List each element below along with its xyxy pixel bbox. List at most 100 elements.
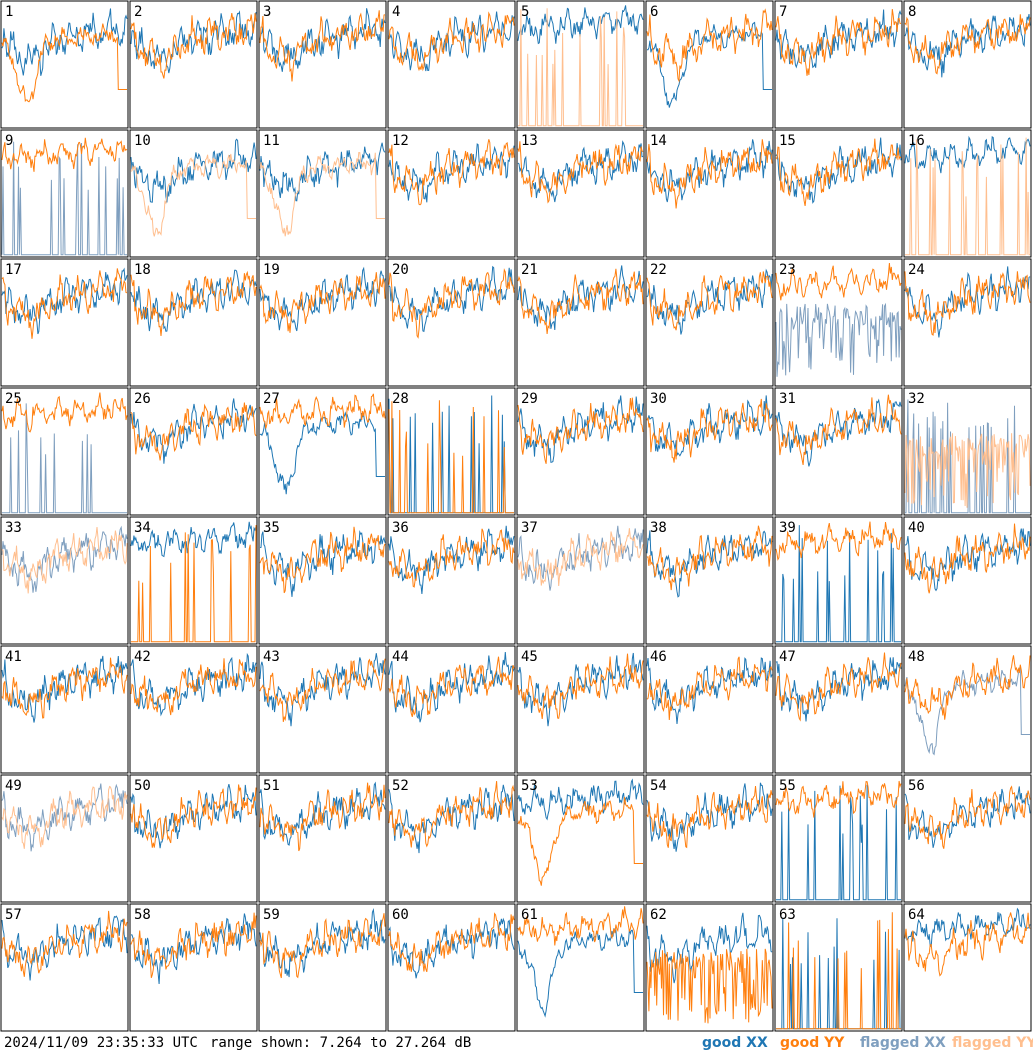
- series-yy-21: [517, 268, 644, 334]
- panel-label: 50: [134, 778, 151, 794]
- panel-label: 7: [779, 4, 787, 20]
- series-yy-5: [518, 8, 643, 127]
- panel-frame: [258, 645, 387, 774]
- series-yy-50: [130, 784, 257, 848]
- panel-frame: [129, 0, 258, 129]
- panel-frame: [903, 774, 1032, 903]
- legend-flagged-yy: flagged YY: [952, 1035, 1033, 1051]
- series-yy-30: [646, 398, 773, 463]
- panel-label: 47: [779, 649, 796, 665]
- panel-label: 23: [779, 262, 796, 278]
- panel-40: 40: [903, 516, 1032, 645]
- series-yy-54: [646, 785, 773, 849]
- panel-label: 32: [908, 391, 925, 407]
- series-xx-11: [259, 142, 386, 202]
- panel-33: 33: [0, 516, 129, 645]
- legend-good-xx: good XX: [702, 1035, 768, 1051]
- series-yy-27: [259, 393, 386, 429]
- series-yy-35: [259, 526, 386, 594]
- panel-frame: [516, 645, 645, 774]
- panel-label: 14: [650, 133, 667, 149]
- panel-frame: [645, 516, 774, 645]
- series-xx-43: [259, 653, 386, 727]
- panel-label: 12: [392, 133, 409, 149]
- panel-frame: [129, 258, 258, 387]
- series-yy-18: [130, 270, 257, 336]
- panel-2: 2: [129, 0, 258, 129]
- series-yy-48: [904, 655, 1031, 720]
- panel-label: 59: [263, 907, 280, 923]
- panel-8: 8: [903, 0, 1032, 129]
- panel-34: 34: [129, 516, 258, 645]
- series-yy-56: [904, 785, 1031, 849]
- series-yy-64: [904, 912, 1031, 977]
- series-xx-39: [776, 525, 901, 643]
- panel-12: 12: [387, 129, 516, 258]
- series-yy-58: [130, 912, 257, 978]
- panel-50: 50: [129, 774, 258, 903]
- series-yy-28: [388, 400, 514, 514]
- series-xx-3: [259, 8, 386, 72]
- panel-31: 31: [774, 387, 903, 516]
- series-xx-6: [647, 21, 772, 108]
- panel-label: 42: [134, 649, 151, 665]
- series-yy-16: [905, 137, 1030, 256]
- series-yy-40: [904, 523, 1031, 594]
- panel-label: 10: [134, 133, 151, 149]
- panel-label: 43: [263, 649, 280, 665]
- panel-frame: [516, 129, 645, 258]
- series-yy-23: [775, 263, 902, 301]
- series-yy-60: [388, 912, 515, 973]
- panel-frame: [387, 645, 516, 774]
- panel-62: 62: [645, 903, 774, 1032]
- panel-frame: [516, 258, 645, 387]
- panel-27: 27: [258, 387, 387, 516]
- panel-label: 22: [650, 262, 667, 278]
- series-yy-41: [1, 657, 128, 719]
- panel-39: 39: [774, 516, 903, 645]
- panel-46: 46: [645, 645, 774, 774]
- series-yy-49: [1, 785, 128, 849]
- panel-25: 25: [0, 387, 129, 516]
- series-xx-16: [904, 135, 1031, 174]
- panel-frame: [0, 774, 129, 903]
- series-xx-31: [775, 398, 902, 467]
- series-yy-42: [130, 658, 257, 716]
- panel-label: 34: [134, 520, 151, 536]
- panel-label: 61: [521, 907, 538, 923]
- series-yy-55: [775, 780, 902, 818]
- series-yy-61: [517, 906, 644, 946]
- panel-7: 7: [774, 0, 903, 129]
- series-yy-53: [517, 796, 643, 886]
- series-yy-7: [775, 9, 902, 76]
- panel-frame: [0, 387, 129, 516]
- panel-frame: [0, 645, 129, 774]
- series-xx-64: [904, 907, 1031, 948]
- series-yy-14: [646, 139, 773, 209]
- series-yy-62: [646, 948, 773, 1024]
- panel-label: 36: [392, 520, 409, 536]
- series-yy-33: [1, 526, 128, 594]
- panel-frame: [258, 0, 387, 129]
- panel-label: 21: [521, 262, 538, 278]
- panel-frame: [258, 774, 387, 903]
- panel-frame: [645, 774, 774, 903]
- panel-label: 40: [908, 520, 925, 536]
- series-yy-46: [646, 656, 773, 721]
- panel-frame: [258, 903, 387, 1032]
- panel-18: 18: [129, 258, 258, 387]
- series-yy-44: [388, 656, 515, 718]
- panel-38: 38: [645, 516, 774, 645]
- series-xx-40: [904, 528, 1031, 592]
- panel-label: 1: [5, 4, 13, 20]
- series-yy-11: [259, 151, 385, 237]
- series-yy-36: [388, 528, 515, 588]
- series-yy-52: [388, 781, 515, 848]
- panel-frame: [387, 129, 516, 258]
- panel-6: 6: [645, 0, 774, 129]
- panel-41: 41: [0, 645, 129, 774]
- series-xx-8: [904, 14, 1031, 78]
- panel-61: 61: [516, 903, 645, 1032]
- panel-29: 29: [516, 387, 645, 516]
- series-yy-2: [130, 13, 257, 79]
